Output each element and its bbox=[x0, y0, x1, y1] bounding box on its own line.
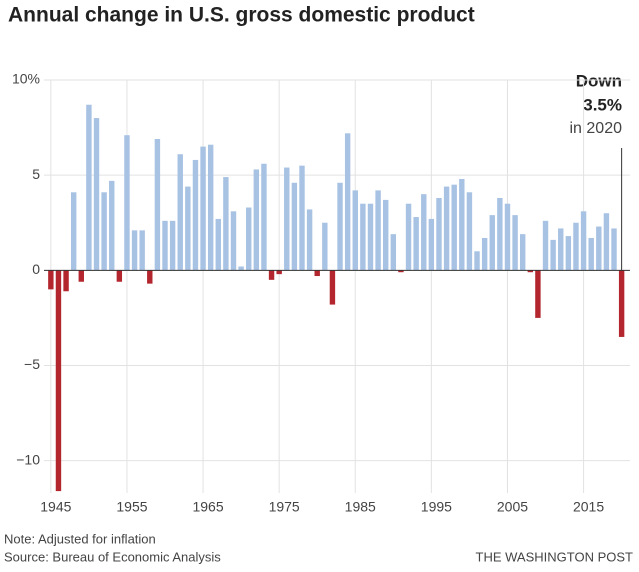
bar bbox=[497, 198, 503, 271]
bar bbox=[109, 180, 115, 271]
credit: THE WASHINGTON POST bbox=[476, 549, 634, 564]
bar bbox=[215, 218, 221, 271]
x-tick-label: 1945 bbox=[40, 499, 71, 515]
bar bbox=[443, 186, 450, 271]
bar bbox=[405, 203, 412, 271]
x-tick-label: 1995 bbox=[421, 499, 452, 515]
bar bbox=[489, 215, 495, 271]
bar bbox=[124, 135, 130, 271]
bar bbox=[527, 270, 534, 273]
bar bbox=[367, 203, 374, 271]
bar bbox=[603, 213, 610, 271]
bar bbox=[550, 239, 556, 271]
bar bbox=[200, 146, 206, 271]
bar bbox=[93, 118, 100, 271]
bar bbox=[299, 165, 305, 271]
y-tick-label: 0 bbox=[32, 261, 40, 277]
bar bbox=[291, 182, 298, 271]
bar bbox=[611, 228, 617, 271]
bar bbox=[238, 266, 244, 271]
bar bbox=[147, 270, 153, 284]
annotation: in 2020 bbox=[570, 120, 623, 137]
x-tick-label: 1975 bbox=[269, 499, 300, 515]
bar bbox=[474, 251, 480, 271]
x-tick-label: 2005 bbox=[497, 499, 528, 515]
bar bbox=[580, 211, 587, 271]
bar bbox=[352, 190, 358, 271]
bar bbox=[268, 270, 275, 280]
bar bbox=[86, 104, 92, 271]
bar bbox=[131, 230, 138, 271]
chart-title: Annual change in U.S. gross domestic pro… bbox=[8, 4, 475, 27]
source: Source: Bureau of Economic Analysis bbox=[4, 549, 221, 564]
x-tick-label: 1965 bbox=[192, 499, 223, 515]
annotation: Down bbox=[576, 71, 622, 90]
bar bbox=[436, 198, 442, 271]
x-tick-label: 1985 bbox=[345, 499, 376, 515]
bar bbox=[459, 178, 465, 271]
bar bbox=[169, 220, 176, 271]
bar bbox=[223, 177, 229, 271]
y-tick-label: 10% bbox=[12, 71, 40, 87]
bar bbox=[588, 237, 594, 271]
bar bbox=[398, 270, 404, 273]
bar bbox=[558, 228, 564, 271]
bar bbox=[78, 270, 84, 282]
bar bbox=[253, 169, 260, 271]
bar bbox=[451, 184, 457, 271]
annotation: 3.5% bbox=[583, 95, 622, 114]
bar bbox=[230, 211, 237, 271]
bar bbox=[504, 203, 511, 271]
bar bbox=[192, 159, 199, 271]
bar bbox=[162, 220, 168, 271]
bar bbox=[70, 192, 77, 271]
bar bbox=[329, 270, 336, 305]
bar bbox=[481, 237, 488, 271]
bar bbox=[375, 190, 381, 271]
bar bbox=[116, 270, 123, 282]
x-tick-label: 1955 bbox=[116, 499, 147, 515]
bar bbox=[101, 192, 107, 271]
y-tick-label: −5 bbox=[24, 356, 40, 372]
bar bbox=[519, 234, 526, 271]
bar bbox=[185, 186, 191, 271]
bar bbox=[48, 270, 54, 290]
bar bbox=[63, 270, 69, 292]
bar bbox=[413, 217, 419, 271]
x-tick-label: 2015 bbox=[573, 499, 604, 515]
bar bbox=[344, 133, 351, 271]
bar bbox=[139, 230, 145, 271]
bar bbox=[596, 226, 602, 271]
bar bbox=[360, 203, 366, 271]
note: Note: Adjusted for inflation bbox=[4, 531, 156, 546]
bar bbox=[535, 270, 541, 318]
bar bbox=[322, 222, 328, 271]
y-tick-label: 5 bbox=[32, 166, 40, 182]
bar bbox=[421, 194, 427, 271]
bar bbox=[565, 236, 572, 271]
y-tick-label: −10 bbox=[16, 451, 40, 467]
bar bbox=[177, 154, 183, 271]
bar bbox=[390, 234, 397, 271]
bar bbox=[383, 199, 389, 271]
bar bbox=[573, 222, 579, 271]
bar bbox=[246, 207, 252, 271]
bar bbox=[55, 270, 62, 492]
bar bbox=[512, 215, 518, 271]
bar bbox=[314, 270, 320, 277]
bar bbox=[428, 218, 435, 271]
bar bbox=[284, 167, 290, 271]
bar bbox=[542, 220, 549, 271]
bar bbox=[276, 270, 282, 275]
bar bbox=[207, 144, 214, 271]
bar bbox=[306, 209, 313, 271]
bar bbox=[337, 182, 343, 271]
bar bbox=[261, 163, 267, 271]
bar bbox=[618, 270, 625, 337]
bar bbox=[154, 139, 161, 271]
bar bbox=[466, 192, 473, 271]
